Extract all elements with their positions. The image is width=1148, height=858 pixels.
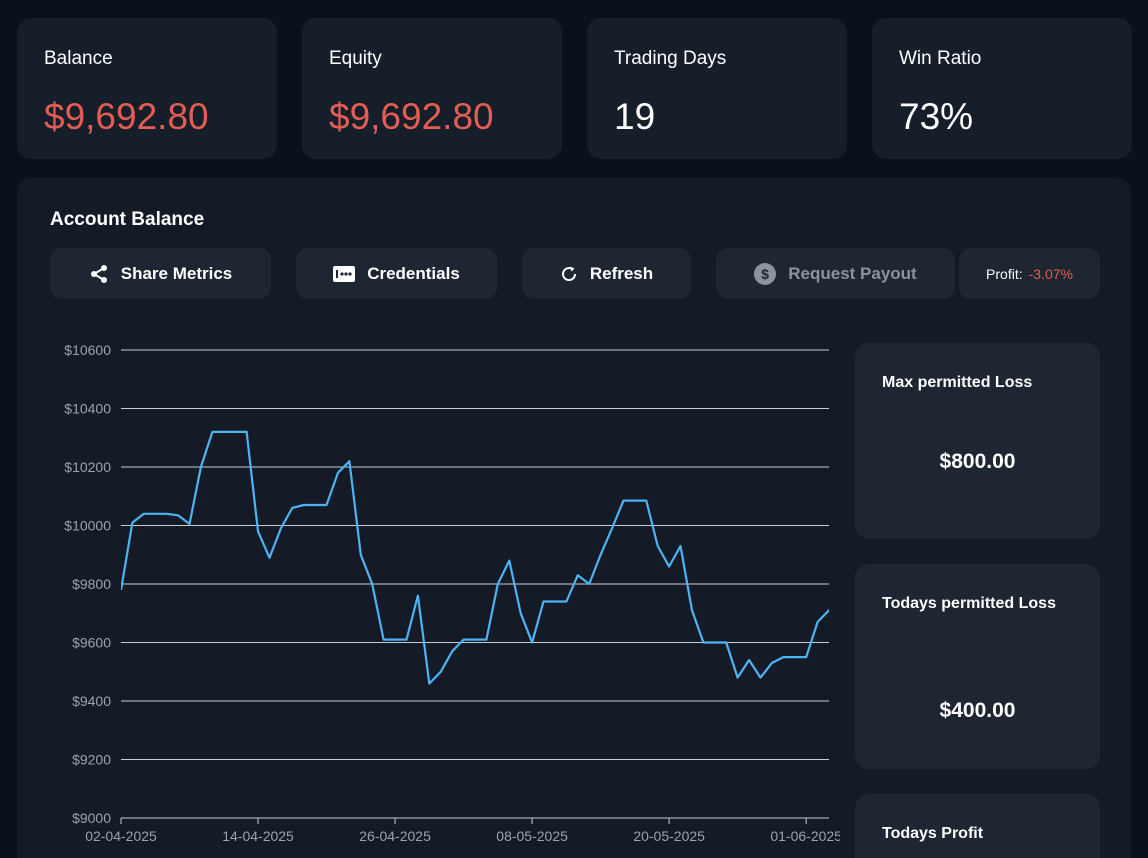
stat-label: Trading Days [614,48,727,69]
credentials-button[interactable]: Credentials [296,248,497,299]
balance-chart: $9000 $9200 $9400 $9600 $9800 $10000 $10200 $10… [64,342,840,844]
stat-value: 73% [899,96,974,137]
y-tick-label: $9600 [72,635,111,651]
stat-card-equity: Equity $9,692.80 [302,18,562,159]
todays-profit-card: Todays Profit [855,794,1100,858]
request-payout-button[interactable]: $ Request Payout [716,248,955,299]
x-tick-label: 14-04-2025 [222,828,294,844]
refresh-label: Refresh [589,263,654,283]
y-tick-label: $10200 [64,459,111,475]
stat-card-win-ratio: Win Ratio 73% [872,18,1132,159]
refresh-icon [561,266,576,281]
x-tick-label: 01-06-2025 [770,828,840,844]
stat-value: $9,692.80 [44,96,209,137]
svg-text:$: $ [761,266,769,282]
y-tick-label: $9200 [72,752,111,768]
y-tick-label: $9000 [72,810,111,826]
x-tick-label: 20-05-2025 [633,828,705,844]
stat-value: $9,692.80 [329,96,494,137]
todays-loss-value: $400.00 [939,699,1016,722]
credentials-label: Credentials [367,263,460,283]
stat-card-balance: Balance $9,692.80 [17,18,277,159]
credentials-icon [333,265,356,282]
max-permitted-loss-card: Max permitted Loss $800.00 [855,343,1100,539]
series-line-balance [121,430,829,685]
y-tick-label: $9400 [72,693,111,709]
max-loss-value: $800.00 [939,450,1016,473]
dollar-icon: $ [754,262,777,285]
x-tick-label: 08-05-2025 [496,828,568,844]
profit-label: Profit: [986,265,1023,282]
todays-profit-title: Todays Profit [882,825,984,842]
max-loss-title: Max permitted Loss [882,374,1033,391]
profit-value: -3.07% [1028,265,1073,282]
stat-label: Balance [44,48,113,69]
profit-badge: Profit: -3.07% [959,248,1100,299]
y-tick-label: $10000 [64,518,111,534]
request-payout-label: Request Payout [788,263,917,283]
panel-title: Account Balance [50,209,205,230]
share-icon [90,264,107,283]
x-tick-label: 26-04-2025 [359,828,431,844]
y-tick-label: $10400 [64,401,111,417]
todays-permitted-loss-card: Todays permitted Loss $400.00 [855,564,1100,769]
refresh-button[interactable]: Refresh [522,248,691,299]
stat-value: 19 [614,96,656,137]
y-tick-label: $9800 [72,576,111,592]
x-tick-label: 02-04-2025 [85,828,157,844]
stat-label: Equity [329,48,382,69]
share-metrics-button[interactable]: Share Metrics [50,248,271,299]
todays-loss-title: Todays permitted Loss [882,595,1056,612]
y-tick-label: $10600 [64,342,111,358]
share-metrics-label: Share Metrics [120,263,233,283]
stat-label: Win Ratio [899,48,982,69]
stat-card-trading-days: Trading Days 19 [587,18,847,159]
